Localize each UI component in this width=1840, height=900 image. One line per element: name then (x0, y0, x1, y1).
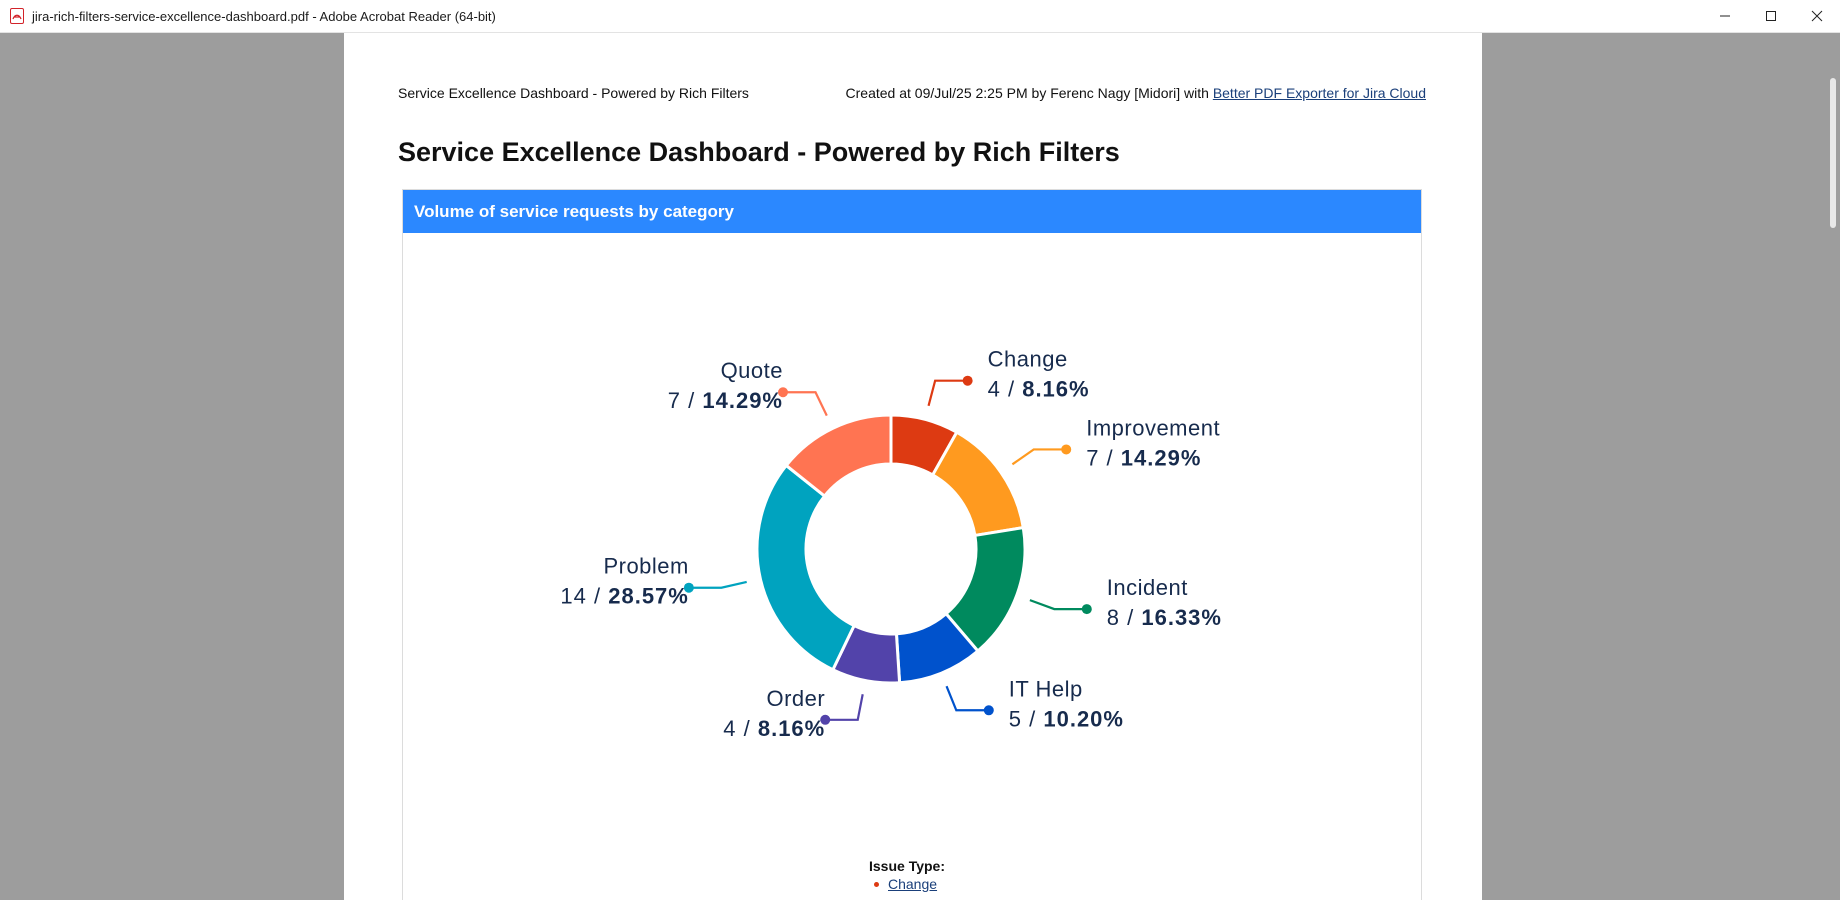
slice-value-incident: 8 / 16.33% (1107, 605, 1222, 630)
legend-label[interactable]: Change (888, 876, 938, 892)
chart-panel: Volume of service requests by category C… (402, 189, 1422, 900)
panel-title: Volume of service requests by category (403, 190, 1421, 233)
slice-label-change: Change (988, 347, 1068, 372)
header-dashboard-name: Service Excellence Dashboard - Powered b… (398, 85, 749, 101)
minimize-button[interactable] (1702, 0, 1748, 32)
page-title: Service Excellence Dashboard - Powered b… (398, 137, 1120, 167)
window-titlebar: jira-rich-filters-service-excellence-das… (0, 0, 1840, 33)
leader-dot-incident (1081, 604, 1092, 615)
close-button[interactable] (1794, 0, 1840, 32)
slice-problem[interactable] (755, 463, 857, 672)
legend-dot (874, 881, 879, 887)
slice-label-problem: Problem (603, 554, 688, 579)
slice-value-problem: 14 / 28.57% (560, 584, 688, 609)
acrobat-icon (10, 8, 24, 24)
header-created-info: Created at 09/Jul/25 2:25 PM by Ferenc N… (846, 85, 1426, 101)
leader-dot-change (962, 375, 973, 386)
leader-line-order (825, 694, 864, 721)
slice-value-change: 4 / 8.16% (988, 377, 1090, 402)
leader-dot-problem (683, 582, 694, 593)
close-icon (1811, 10, 1823, 22)
leader-line-problem (688, 580, 747, 589)
leader-dot-improvement (1061, 444, 1072, 455)
slice-label-order: Order (766, 686, 825, 711)
maximize-button[interactable] (1748, 0, 1794, 32)
page-header: Service Excellence Dashboard - Powered b… (398, 85, 1426, 105)
leader-line-it-help (945, 685, 989, 712)
header-created-text: Created at 09/Jul/25 2:25 PM by Ferenc N… (845, 85, 1213, 101)
maximize-icon (1766, 11, 1776, 21)
leader-line-quote (783, 391, 828, 417)
exporter-link[interactable]: Better PDF Exporter for Jira Cloud (1212, 85, 1426, 101)
window-title: jira-rich-filters-service-excellence-das… (32, 8, 496, 24)
slice-value-it-help: 5 / 10.20% (1009, 706, 1124, 731)
slice-value-improvement: 7 / 14.29% (1086, 445, 1201, 470)
pdf-page: Service Excellence Dashboard - Powered b… (344, 33, 1482, 900)
slice-value-order: 4 / 8.16% (723, 716, 825, 741)
vertical-scrollbar[interactable] (1826, 66, 1840, 900)
slice-value-quote: 7 / 14.29% (668, 388, 783, 413)
slice-label-it-help: IT Help (1009, 676, 1083, 701)
scrollbar-thumb[interactable] (1830, 78, 1836, 228)
slice-label-quote: Quote (721, 358, 783, 383)
minimize-icon (1720, 15, 1730, 17)
slice-quote[interactable] (784, 413, 893, 499)
slice-label-improvement: Improvement (1086, 415, 1220, 440)
legend-item-change[interactable]: Change (874, 876, 937, 892)
legend-title: Issue Type: (869, 858, 945, 874)
leader-dot-it-help (983, 705, 994, 716)
leader-line-incident (1029, 599, 1087, 611)
slice-label-incident: Incident (1107, 575, 1188, 600)
leader-dot-quote (778, 387, 789, 398)
document-viewer[interactable]: Service Excellence Dashboard - Powered b… (0, 33, 1840, 900)
leader-dot-order (820, 714, 831, 725)
leader-line-change (927, 379, 968, 407)
donut-chart: Change 4 / 8.16% Improvement 7 / 14.29% Inci… (560, 347, 1222, 741)
leader-line-improvement (1011, 448, 1067, 466)
